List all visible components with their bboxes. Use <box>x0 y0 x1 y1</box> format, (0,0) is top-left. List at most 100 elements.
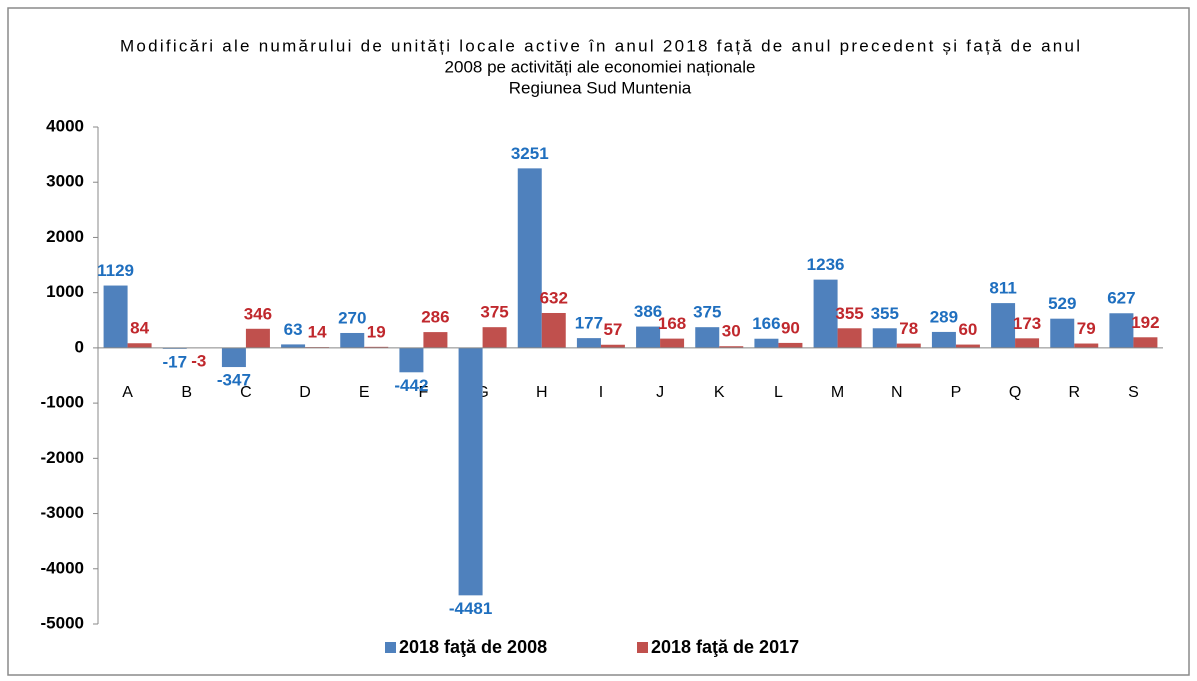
value-label: 811 <box>989 279 1016 298</box>
bar <box>931 331 956 348</box>
bar <box>1015 338 1040 348</box>
x-tick-label: C <box>240 384 252 401</box>
value-label: 173 <box>1013 314 1041 333</box>
y-tick-label: 0 <box>75 337 84 356</box>
bar <box>399 347 424 373</box>
legend-swatch <box>385 642 396 653</box>
value-label: 1236 <box>807 255 845 274</box>
value-label: 1129 <box>97 261 134 280</box>
value-label: 192 <box>1131 313 1159 332</box>
value-label: -347 <box>217 371 251 390</box>
bar <box>636 326 661 348</box>
value-label: 14 <box>308 323 327 342</box>
value-label: -442 <box>394 376 428 395</box>
bar <box>281 344 306 348</box>
value-label: 84 <box>130 319 149 338</box>
bar <box>778 342 803 348</box>
value-label: 632 <box>540 288 568 307</box>
bar <box>695 327 720 348</box>
x-tick-label: D <box>299 384 311 401</box>
x-tick-label: K <box>714 384 725 401</box>
bar <box>245 328 270 348</box>
value-label: 355 <box>835 304 863 323</box>
value-label: 177 <box>575 314 603 333</box>
legend-label: 2018 faţă de 2008 <box>399 637 547 657</box>
value-label: 529 <box>1048 294 1076 313</box>
y-tick-label: -2000 <box>41 448 84 467</box>
x-tick-label: L <box>774 384 783 401</box>
y-tick-label: -1000 <box>41 393 84 412</box>
x-tick-label: F <box>419 384 429 401</box>
value-label: 375 <box>693 303 721 322</box>
chart-title: Modificări ale numărului de unități loca… <box>120 36 1080 55</box>
value-label: 270 <box>338 308 366 327</box>
value-label: 375 <box>480 303 508 322</box>
bar <box>1109 313 1134 348</box>
x-tick-label: R <box>1068 384 1080 401</box>
value-label: 168 <box>658 314 686 333</box>
value-label: 3251 <box>511 144 549 163</box>
value-label: 30 <box>722 322 741 341</box>
bar <box>541 312 566 348</box>
bar <box>423 332 448 348</box>
bar <box>719 346 744 348</box>
bar <box>482 327 507 348</box>
bar <box>458 347 483 596</box>
legend-swatch <box>637 642 648 653</box>
bar <box>221 347 246 368</box>
bar <box>364 346 389 348</box>
value-label: 60 <box>958 320 977 339</box>
x-tick-label: M <box>831 384 844 401</box>
chart-title: Regiunea Sud Muntenia <box>509 78 692 97</box>
bar <box>1050 318 1075 348</box>
y-tick-label: 1000 <box>46 282 84 301</box>
bar <box>991 303 1016 348</box>
bar <box>1074 343 1099 348</box>
bar <box>813 279 838 348</box>
value-label: 386 <box>634 302 662 321</box>
bar <box>340 332 365 348</box>
x-tick-label: P <box>951 384 962 401</box>
value-label: 79 <box>1077 319 1096 338</box>
value-label: 286 <box>421 308 449 327</box>
bar <box>896 343 921 348</box>
y-tick-label: -5000 <box>41 613 84 632</box>
x-tick-label: Q <box>1009 384 1021 401</box>
x-tick-label: H <box>536 384 548 401</box>
value-label: 63 <box>284 320 303 339</box>
value-label: -17 <box>162 352 187 371</box>
value-label: -4481 <box>449 599 492 618</box>
x-tick-label: N <box>891 384 903 401</box>
value-label: 346 <box>244 304 272 323</box>
value-label: 78 <box>899 319 918 338</box>
bar <box>955 344 980 348</box>
value-label: 57 <box>603 320 622 339</box>
y-tick-label: 3000 <box>46 172 84 191</box>
value-label: 289 <box>930 307 958 326</box>
y-tick-label: 4000 <box>46 116 84 135</box>
bar <box>103 285 128 348</box>
x-tick-label: A <box>122 384 133 401</box>
chart-title: 2008 pe activități ale economiei naționa… <box>445 57 756 76</box>
x-tick-label: I <box>599 384 603 401</box>
bar <box>872 328 897 348</box>
value-label: 627 <box>1107 289 1135 308</box>
value-label: 355 <box>871 304 899 323</box>
y-tick-label: -3000 <box>41 503 84 522</box>
x-tick-label: S <box>1128 384 1139 401</box>
value-label: 90 <box>781 318 800 337</box>
value-label: 19 <box>367 322 386 341</box>
legend-label: 2018 faţă de 2017 <box>651 637 799 657</box>
value-label: 166 <box>752 314 780 333</box>
y-tick-label: 2000 <box>46 227 84 246</box>
bar <box>660 338 685 348</box>
bar <box>600 344 625 348</box>
x-tick-label: E <box>359 384 370 401</box>
value-label: -3 <box>191 352 206 371</box>
bar <box>517 168 542 348</box>
y-tick-label: -4000 <box>41 558 84 577</box>
bar <box>754 338 779 348</box>
x-tick-label: J <box>656 384 664 401</box>
bar <box>837 328 862 348</box>
